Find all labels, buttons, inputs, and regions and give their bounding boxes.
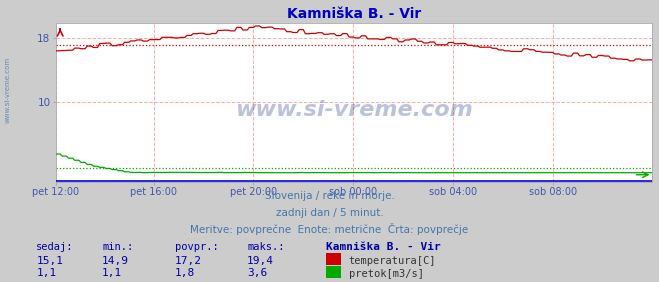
Text: maks.:: maks.: bbox=[247, 242, 285, 252]
Text: min.:: min.: bbox=[102, 242, 133, 252]
Text: 17,2: 17,2 bbox=[175, 256, 202, 266]
Text: www.si-vreme.com: www.si-vreme.com bbox=[235, 100, 473, 120]
Text: 3,6: 3,6 bbox=[247, 268, 268, 278]
Text: zadnji dan / 5 minut.: zadnji dan / 5 minut. bbox=[275, 208, 384, 218]
Text: www.si-vreme.com: www.si-vreme.com bbox=[5, 57, 11, 123]
Text: pretok[m3/s]: pretok[m3/s] bbox=[349, 268, 424, 279]
Title: Kamniška B. - Vir: Kamniška B. - Vir bbox=[287, 7, 421, 21]
Text: Kamniška B. - Vir: Kamniška B. - Vir bbox=[326, 242, 441, 252]
Text: 1,8: 1,8 bbox=[175, 268, 195, 278]
Text: povpr.:: povpr.: bbox=[175, 242, 218, 252]
Text: Meritve: povprečne  Enote: metrične  Črta: povprečje: Meritve: povprečne Enote: metrične Črta:… bbox=[190, 223, 469, 235]
Text: Slovenija / reke in morje.: Slovenija / reke in morje. bbox=[264, 191, 395, 201]
Text: sedaj:: sedaj: bbox=[36, 242, 74, 252]
Text: 1,1: 1,1 bbox=[102, 268, 123, 278]
Text: 1,1: 1,1 bbox=[36, 268, 57, 278]
Text: 15,1: 15,1 bbox=[36, 256, 63, 266]
Text: temperatura[C]: temperatura[C] bbox=[349, 256, 436, 266]
Text: 14,9: 14,9 bbox=[102, 256, 129, 266]
Text: 19,4: 19,4 bbox=[247, 256, 274, 266]
